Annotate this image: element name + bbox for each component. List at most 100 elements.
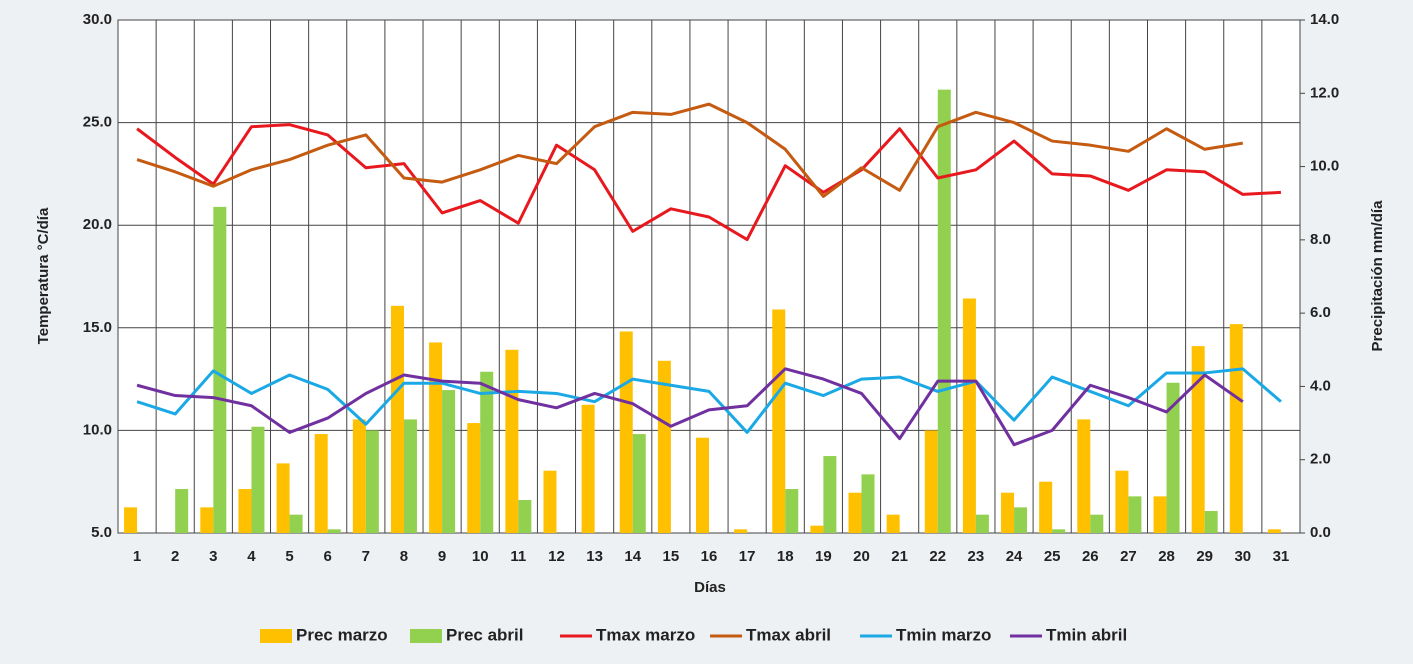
- bar: [480, 371, 494, 533]
- bar: [619, 331, 633, 533]
- bar: [1077, 419, 1091, 533]
- bar: [505, 349, 519, 533]
- bar: [886, 514, 900, 533]
- x-tick-label: 10: [472, 548, 489, 565]
- bar: [581, 404, 595, 533]
- bar: [1090, 514, 1104, 533]
- bar: [861, 474, 875, 533]
- x-tick-label: 23: [968, 548, 985, 565]
- bar: [1229, 324, 1243, 533]
- y-tick-label: 20.0: [83, 216, 112, 233]
- bar: [365, 430, 379, 533]
- x-tick-label: 20: [853, 548, 870, 565]
- x-tick-label: 16: [701, 548, 718, 565]
- bar: [1166, 382, 1180, 533]
- x-tick-label: 26: [1082, 548, 1099, 565]
- x-tick-label: 15: [663, 548, 680, 565]
- x-tick-label: 29: [1196, 548, 1213, 565]
- x-tick-label: 7: [362, 548, 370, 565]
- legend-label: Tmin marzo: [896, 625, 991, 644]
- bar: [327, 529, 341, 533]
- bar: [1014, 507, 1028, 533]
- bar: [975, 514, 989, 533]
- bar: [442, 390, 456, 533]
- legend-label: Tmin abril: [1046, 625, 1127, 644]
- y-tick-label: 15.0: [83, 319, 112, 336]
- y2-tick-label: 8.0: [1310, 231, 1331, 248]
- x-tick-label: 6: [324, 548, 332, 565]
- y2-tick-label: 6.0: [1310, 304, 1331, 321]
- y2-tick-label: 12.0: [1310, 84, 1339, 101]
- line: [136, 102, 1244, 198]
- bar: [390, 305, 404, 533]
- y-tick-label: 5.0: [91, 524, 112, 541]
- legend-label: Tmax abril: [746, 625, 831, 644]
- x-tick-label: 9: [438, 548, 446, 565]
- x-tick-label: 24: [1006, 548, 1023, 565]
- line: [136, 123, 1282, 242]
- legend-swatch: [260, 629, 292, 643]
- x-tick-label: 25: [1044, 548, 1061, 565]
- y-tick-label: 10.0: [83, 421, 112, 438]
- bar: [276, 463, 290, 533]
- legend-label: Tmax marzo: [596, 625, 695, 644]
- bar: [823, 456, 837, 533]
- y2-axis-label: Precipitación mm/día: [1369, 200, 1386, 352]
- x-tick-label: 4: [247, 548, 256, 565]
- bar: [1115, 470, 1129, 533]
- legend-label: Prec marzo: [296, 625, 388, 644]
- bar: [543, 470, 557, 533]
- bar: [518, 500, 532, 533]
- bar: [352, 419, 366, 533]
- line: [136, 367, 1282, 434]
- bar: [1039, 481, 1053, 533]
- bar: [848, 492, 862, 533]
- x-tick-label: 2: [171, 548, 179, 565]
- bar: [314, 434, 328, 533]
- y2-tick-label: 2.0: [1310, 451, 1331, 468]
- x-tick-label: 30: [1234, 548, 1251, 565]
- y2-tick-label: 0.0: [1310, 524, 1331, 541]
- bar: [403, 419, 417, 533]
- y-tick-label: 30.0: [83, 11, 112, 28]
- bar: [1001, 492, 1015, 533]
- line: [136, 367, 1244, 447]
- x-tick-label: 5: [285, 548, 293, 565]
- x-tick-label: 14: [624, 548, 641, 565]
- legend-swatch: [410, 629, 442, 643]
- bar: [200, 507, 214, 533]
- bar: [632, 434, 646, 533]
- bar: [213, 206, 227, 533]
- x-tick-label: 1: [133, 548, 141, 565]
- bar: [251, 426, 265, 533]
- bar: [1153, 496, 1167, 533]
- bar: [289, 514, 303, 533]
- y2-tick-label: 10.0: [1310, 158, 1339, 175]
- x-tick-label: 21: [891, 548, 908, 565]
- bar: [696, 437, 709, 533]
- x-tick-label: 17: [739, 548, 756, 565]
- y2-tick-label: 4.0: [1310, 377, 1331, 394]
- bar: [1052, 529, 1066, 533]
- bar: [657, 360, 671, 533]
- legend-label: Prec abril: [446, 625, 524, 644]
- bar: [785, 489, 799, 533]
- x-tick-label: 11: [510, 548, 526, 565]
- y-tick-label: 25.0: [83, 114, 112, 131]
- x-tick-label: 27: [1120, 548, 1137, 565]
- x-tick-label: 22: [929, 548, 946, 565]
- x-tick-label: 12: [548, 548, 565, 565]
- bar: [238, 489, 252, 533]
- bar: [924, 430, 938, 533]
- x-tick-label: 8: [400, 548, 408, 565]
- bar: [734, 529, 748, 533]
- bar: [467, 423, 481, 533]
- x-tick-label: 18: [777, 548, 794, 565]
- bar: [175, 489, 189, 533]
- bar: [772, 309, 786, 533]
- x-tick-label: 19: [815, 548, 832, 565]
- bar: [1204, 511, 1218, 533]
- bar: [937, 89, 951, 533]
- bar: [1267, 529, 1281, 533]
- x-tick-label: 13: [586, 548, 603, 565]
